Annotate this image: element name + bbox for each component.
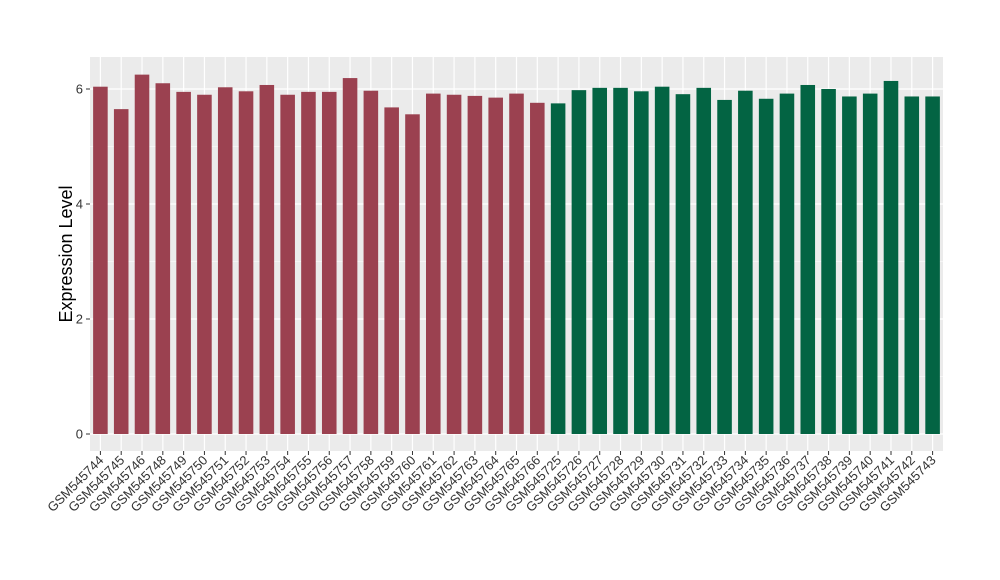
bar-GSM545728 (613, 87, 628, 434)
bar-GSM545730 (654, 86, 670, 434)
bar-GSM545733 (717, 99, 732, 435)
bar-GSM545736 (779, 93, 795, 434)
bar-GSM545745 (113, 109, 129, 434)
bar-GSM545751 (217, 87, 233, 435)
bar-GSM545734 (738, 90, 753, 434)
bar-GSM545729 (634, 91, 649, 435)
bar-GSM545755 (301, 91, 316, 434)
bar-GSM545735 (758, 98, 774, 435)
bar-GSM545725 (550, 103, 566, 434)
bar-GSM545740 (862, 93, 878, 434)
bar-GSM545749 (176, 91, 191, 434)
bar-GSM545762 (446, 94, 462, 434)
bar-GSM545752 (238, 91, 254, 435)
x-axis: GSM545744GSM545745GSM545746GSM545748GSM5… (44, 451, 939, 515)
bar-GSM545739 (842, 96, 857, 434)
bar-GSM545744 (93, 86, 108, 434)
bar-GSM545748 (155, 83, 171, 434)
bar-GSM545741 (883, 80, 899, 434)
bars (93, 74, 940, 435)
bar-GSM545742 (904, 96, 920, 434)
bar-GSM545727 (592, 87, 608, 434)
bar-GSM545761 (425, 93, 441, 434)
y-tick-label: 0 (76, 427, 83, 442)
bar-GSM545738 (821, 89, 836, 434)
bar-GSM545763 (467, 95, 483, 435)
y-tick-label: 6 (76, 82, 83, 97)
bar-GSM545753 (259, 84, 275, 434)
y-axis-title: Expression Level (56, 185, 76, 322)
bar-GSM545766 (530, 102, 545, 435)
bar-GSM545759 (384, 107, 399, 435)
bar-GSM545754 (280, 94, 295, 434)
bar-GSM545726 (571, 90, 587, 435)
bar-GSM545746 (134, 74, 150, 434)
bar-GSM545737 (800, 84, 816, 434)
bar-GSM545732 (696, 87, 712, 434)
bar-GSM545731 (675, 94, 691, 435)
y-tick-label: 4 (76, 197, 83, 212)
bar-GSM545750 (197, 94, 212, 434)
bar-GSM545758 (363, 90, 379, 434)
bar-GSM545760 (405, 114, 420, 435)
bar-GSM545757 (342, 78, 358, 434)
bar-GSM545765 (509, 93, 524, 434)
bar-GSM545764 (488, 97, 503, 434)
y-tick-label: 2 (76, 312, 83, 327)
bar-GSM545743 (925, 96, 940, 434)
bar-GSM545756 (321, 91, 337, 434)
y-axis: 0 2 4 6 (76, 82, 90, 442)
